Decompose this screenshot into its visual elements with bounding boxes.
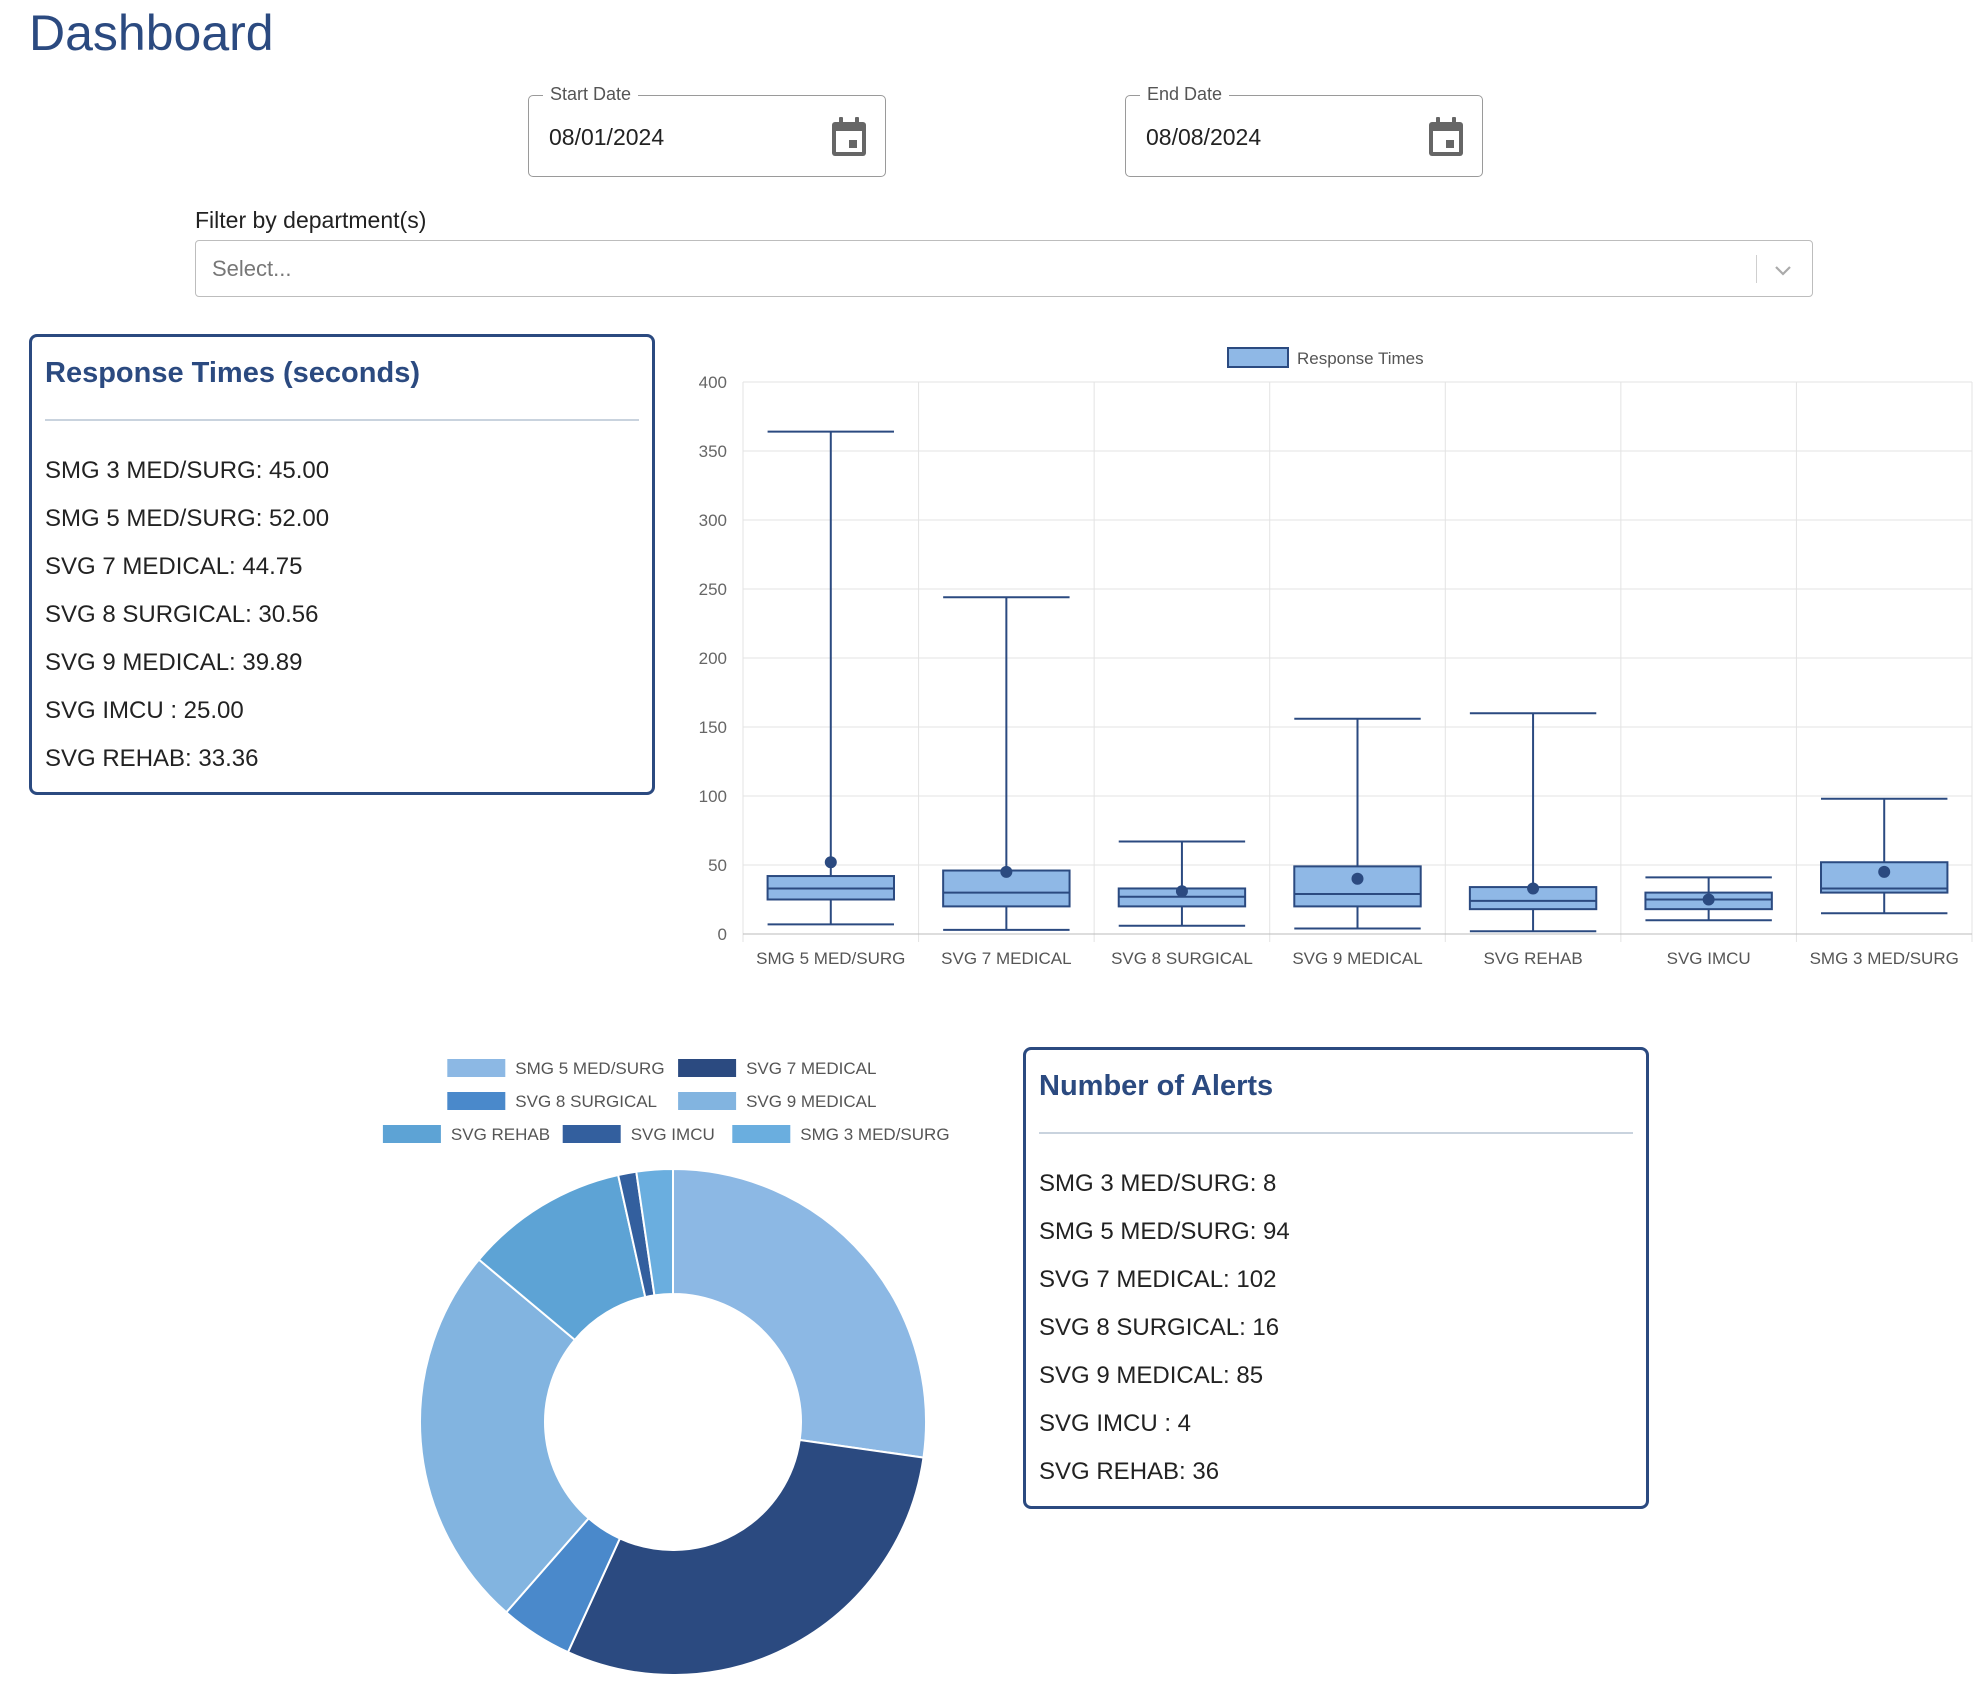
response-times-card: Response Times (seconds) SMG 3 MED/SURG:… <box>29 334 655 795</box>
list-item: SVG IMCU : 4 <box>1039 1410 1192 1437</box>
legend-label: Response Times <box>1297 349 1424 368</box>
legend-swatch <box>732 1125 791 1143</box>
start-date-field[interactable]: Start Date 08/01/2024 <box>528 84 886 177</box>
list-item: SVG IMCU : 25.00 <box>45 697 244 724</box>
alerts-card: Number of Alerts SMG 3 MED/SURG: 8 SMG 5… <box>1023 1047 1649 1509</box>
list-item: SVG REHAB: 36 <box>1039 1458 1220 1485</box>
y-tick-label: 350 <box>699 442 727 461</box>
legend-label: SVG 7 MEDICAL <box>746 1059 876 1078</box>
legend-swatch <box>447 1092 506 1110</box>
select-separator <box>1756 255 1757 283</box>
list-item: SVG 7 MEDICAL: 44.75 <box>45 553 303 580</box>
response-times-list: SMG 3 MED/SURG: 45.00 SMG 5 MED/SURG: 52… <box>45 447 329 783</box>
alerts-donut-chart: SMG 5 MED/SURG SVG 7 MEDICAL SVG 8 SURGICA… <box>382 1059 950 1676</box>
response-times-title: Response Times (seconds) <box>45 357 420 389</box>
legend-label: SMG 5 MED/SURG <box>515 1059 664 1078</box>
mean-marker <box>1000 865 1013 878</box>
list-item: SVG 7 MEDICAL: 102 <box>1039 1266 1277 1293</box>
donut-slice <box>419 1258 591 1614</box>
end-date-value[interactable]: 08/08/2024 <box>1146 124 1262 150</box>
y-tick-label: 50 <box>708 856 727 875</box>
list-item: SVG 9 MEDICAL: 85 <box>1039 1362 1264 1389</box>
list-item: SMG 3 MED/SURG: 8 <box>1039 1170 1277 1197</box>
box <box>1293 865 1422 908</box>
list-item: SMG 3 MED/SURG: 45.00 <box>45 457 330 484</box>
y-tick-label: 300 <box>699 511 727 530</box>
y-tick-label: 200 <box>699 649 727 668</box>
x-tick-label: SVG IMCU <box>1667 949 1751 968</box>
legend-label: SVG IMCU <box>631 1125 715 1144</box>
mean-marker <box>1878 865 1891 878</box>
list-item: SVG REHAB: 33.36 <box>45 745 259 772</box>
legend-label: SVG 9 MEDICAL <box>746 1092 876 1111</box>
mean-marker <box>1175 885 1188 898</box>
legend-swatch <box>382 1125 441 1143</box>
calendar-icon[interactable] <box>1427 116 1465 158</box>
x-tick-label: SMG 3 MED/SURG <box>1810 949 1959 968</box>
end-date-label: End Date <box>1140 84 1230 105</box>
x-tick-label: SVG 9 MEDICAL <box>1292 949 1422 968</box>
legend-label: SVG 8 SURGICAL <box>515 1092 657 1111</box>
y-tick-label: 100 <box>699 787 727 806</box>
x-tick-label: SMG 5 MED/SURG <box>756 949 905 968</box>
mean-marker <box>1702 893 1715 906</box>
end-date-field[interactable]: End Date 08/08/2024 <box>1125 84 1483 177</box>
y-tick-label: 400 <box>699 373 727 392</box>
mean-marker <box>1351 872 1364 885</box>
legend-label: SMG 3 MED/SURG <box>800 1125 949 1144</box>
legend-swatch <box>562 1125 621 1143</box>
legend-swatch <box>678 1059 737 1077</box>
department-select[interactable]: Select... <box>195 240 1813 297</box>
card-divider <box>45 419 639 421</box>
department-select-placeholder: Select... <box>212 256 292 281</box>
donut-slice <box>635 1167 674 1297</box>
legend-label: SVG REHAB <box>451 1125 550 1144</box>
list-item: SVG 8 SURGICAL: 16 <box>1039 1314 1280 1341</box>
list-item: SMG 5 MED/SURG: 94 <box>1039 1218 1290 1245</box>
chevron-down-icon[interactable] <box>1772 259 1794 281</box>
start-date-label: Start Date <box>543 84 639 105</box>
legend-swatch <box>678 1092 737 1110</box>
list-item: SVG 9 MEDICAL: 39.89 <box>45 649 303 676</box>
legend-swatch <box>447 1059 506 1077</box>
start-date-value[interactable]: 08/01/2024 <box>549 124 665 150</box>
alerts-title: Number of Alerts <box>1039 1070 1274 1102</box>
donut-slice <box>672 1167 927 1459</box>
mean-marker <box>824 856 837 869</box>
x-tick-label: SVG 7 MEDICAL <box>941 949 1071 968</box>
y-tick-label: 150 <box>699 718 727 737</box>
page-title: Dashboard <box>29 5 274 61</box>
alerts-list: SMG 3 MED/SURG: 8 SMG 5 MED/SURG: 94 SVG… <box>1039 1160 1290 1496</box>
y-tick-label: 0 <box>718 925 727 944</box>
x-tick-label: SVG 8 SURGICAL <box>1111 949 1253 968</box>
mean-marker <box>1527 882 1540 895</box>
calendar-icon[interactable] <box>830 116 868 158</box>
card-divider <box>1039 1132 1633 1134</box>
list-item: SVG 8 SURGICAL: 30.56 <box>45 601 319 628</box>
department-filter-label: Filter by department(s) <box>195 207 427 233</box>
list-item: SMG 5 MED/SURG: 52.00 <box>45 505 330 532</box>
y-tick-label: 250 <box>699 580 727 599</box>
donut-slice <box>566 1438 925 1676</box>
x-tick-label: SVG REHAB <box>1483 949 1582 968</box>
response-times-box-chart: 0 50 100 150 200 250 300 350 400 SMG 5 MED/SURG SV… <box>699 347 1973 968</box>
legend-swatch <box>1227 347 1289 368</box>
